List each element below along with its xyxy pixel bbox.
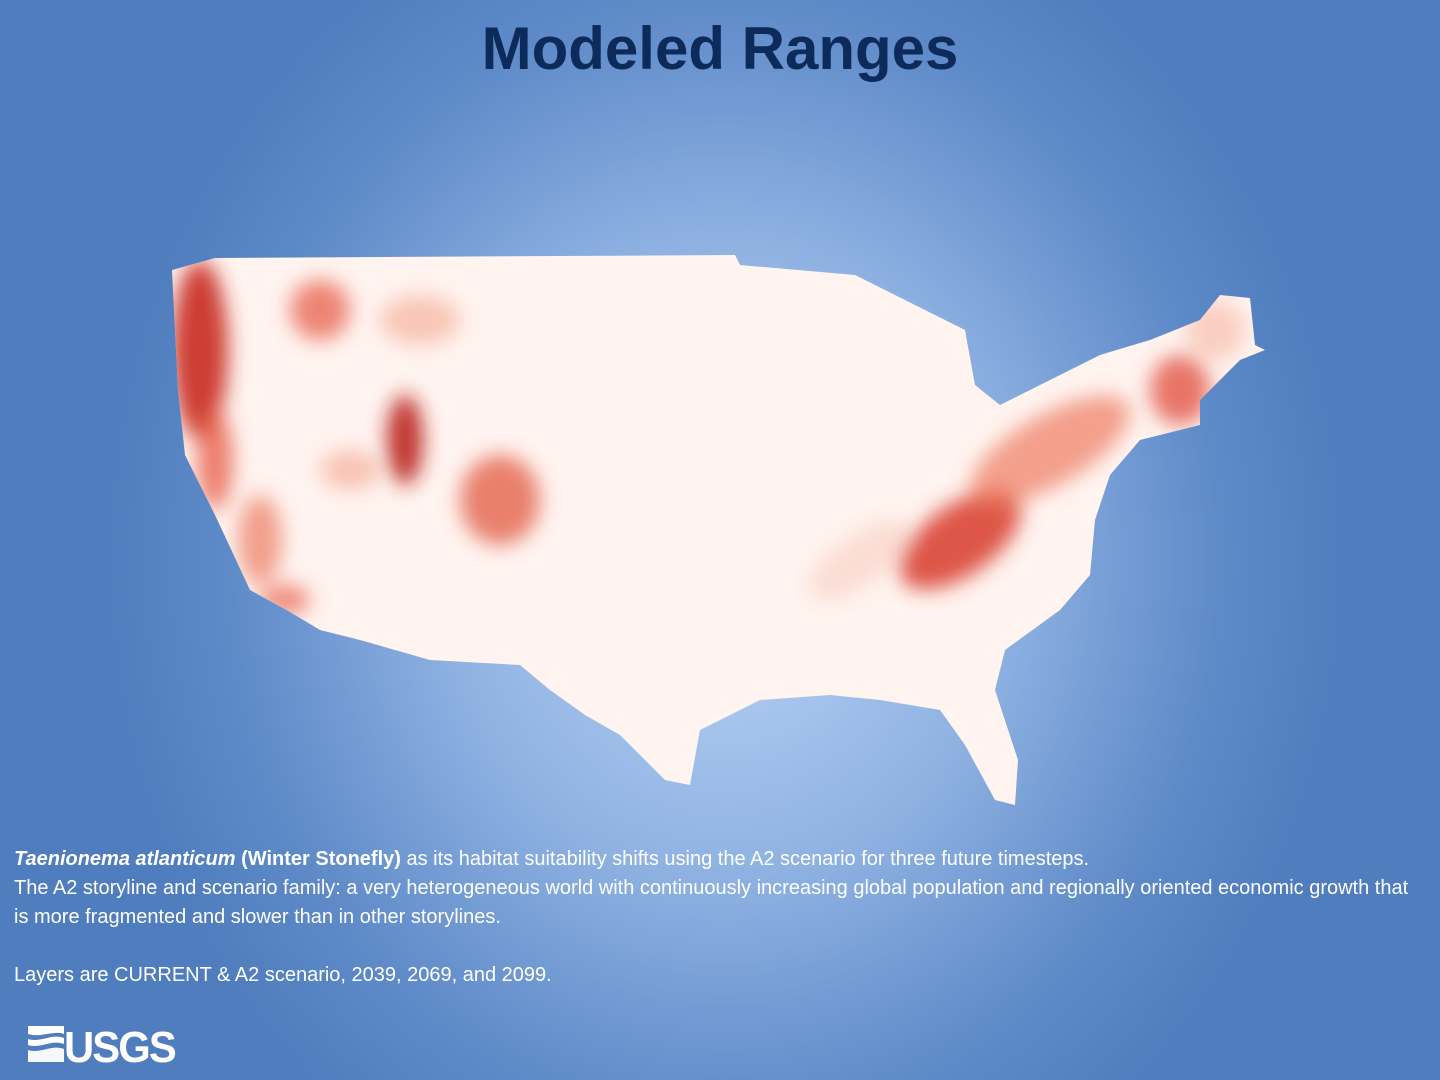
description-lead: as its habitat suitability shifts using … xyxy=(406,848,1090,870)
common-name: (Winter Stonefly) xyxy=(241,848,401,870)
logo-text: USGS xyxy=(64,1023,175,1070)
usgs-logo: USGS xyxy=(28,1023,177,1070)
range-map xyxy=(172,255,1265,805)
description: Taenionema atlanticum (Winter Stonefly) … xyxy=(14,845,1414,990)
species-name: Taenionema atlanticum xyxy=(14,848,236,870)
description-line: Taenionema atlanticum (Winter Stonefly) … xyxy=(14,845,1414,874)
us-outline xyxy=(172,255,1265,805)
logo-icon xyxy=(28,1026,64,1062)
scenario-text: The A2 storyline and scenario family: a … xyxy=(14,877,1409,928)
layers-text: Layers are CURRENT & A2 scenario, 2039, … xyxy=(14,964,552,986)
slide-title: Modeled Ranges xyxy=(481,15,959,82)
suitability-layer xyxy=(172,260,1245,615)
